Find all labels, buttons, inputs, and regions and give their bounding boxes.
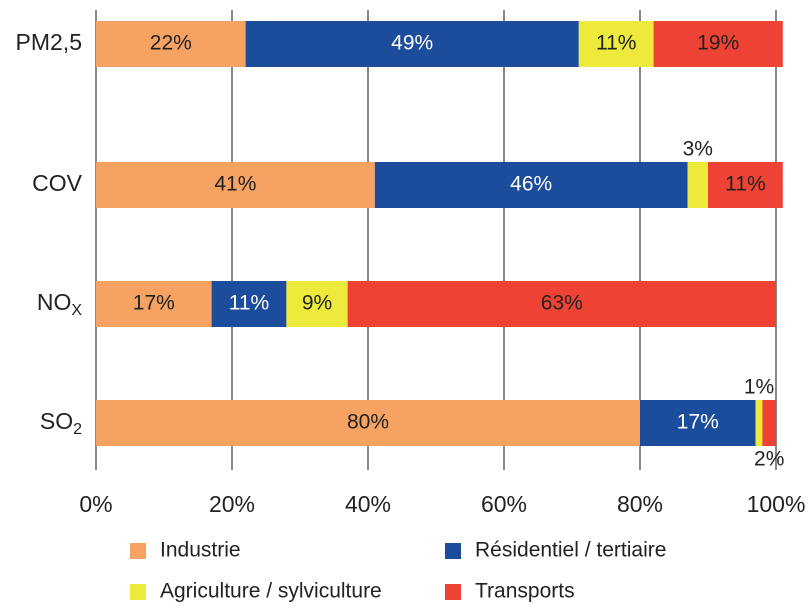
- category-text: SO: [40, 408, 73, 434]
- x-tick-label: 100%: [747, 491, 806, 517]
- bar-segment: [687, 162, 708, 208]
- value-label: 41%: [214, 173, 256, 196]
- legend-label: Industrie: [160, 539, 241, 562]
- bar-segment: [374, 162, 688, 208]
- value-label: 22%: [150, 32, 192, 55]
- bar-segment: [578, 21, 654, 67]
- x-tick-label: 40%: [345, 491, 391, 517]
- value-label: 11%: [596, 32, 636, 55]
- bar-segment: [755, 400, 763, 446]
- bar-segment: [653, 21, 783, 67]
- bar-segment: [245, 21, 579, 67]
- value-label: 2%: [754, 448, 784, 471]
- bar-segment: [96, 400, 640, 446]
- bar-segment: [96, 162, 375, 208]
- legend-label: Transports: [475, 580, 575, 603]
- category-label: SO2: [40, 408, 82, 438]
- x-tick-label: 0%: [79, 491, 112, 517]
- category-subscript: 2: [73, 421, 82, 438]
- value-label: 49%: [391, 32, 433, 55]
- x-tick-label: 80%: [617, 491, 663, 517]
- category-label: NOX: [37, 289, 83, 319]
- value-label: 3%: [683, 138, 713, 161]
- legend-swatch: [445, 543, 461, 559]
- value-label: 17%: [677, 411, 719, 434]
- legend-label: Agriculture / sylviculture: [160, 580, 382, 603]
- value-label: 19%: [697, 32, 739, 55]
- legend-swatch: [130, 584, 146, 600]
- value-label: 1%: [744, 376, 774, 399]
- value-label: 9%: [302, 292, 332, 315]
- value-label: 46%: [510, 173, 552, 196]
- category-text: NO: [37, 289, 72, 315]
- category-label: PM2,5: [16, 29, 82, 55]
- value-label: 63%: [541, 292, 583, 315]
- bar-segment: [96, 281, 212, 327]
- category-subscript: X: [71, 302, 82, 319]
- value-label: 17%: [133, 292, 175, 315]
- x-tick-label: 20%: [209, 491, 255, 517]
- value-label: 11%: [725, 173, 765, 196]
- bar-segment: [708, 162, 783, 208]
- category-label: COV: [32, 170, 83, 196]
- value-label: 11%: [229, 292, 269, 315]
- bar-segment: [286, 281, 348, 327]
- legend-swatch: [445, 584, 461, 600]
- bar-segment: [762, 400, 776, 446]
- bar-segment: [640, 400, 756, 446]
- legend-swatch: [130, 543, 146, 559]
- legend-label: Résidentiel / tertiaire: [475, 539, 666, 562]
- bar-segment: [211, 281, 287, 327]
- bar-segment: [347, 281, 776, 327]
- bar-segment: [96, 21, 246, 67]
- value-label: 80%: [347, 411, 389, 434]
- x-tick-label: 60%: [481, 491, 527, 517]
